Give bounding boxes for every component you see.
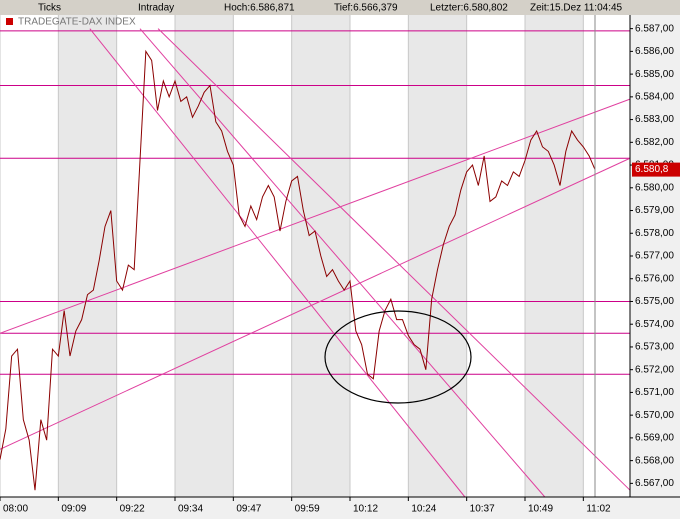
trend-line xyxy=(0,98,631,334)
header-bar xyxy=(0,0,680,15)
y-tick-label: 6.585,00 xyxy=(635,69,674,80)
y-tick-label: 6.571,00 xyxy=(635,387,674,398)
header-last: Letzter:6.580,802 xyxy=(430,3,508,14)
time-band xyxy=(175,15,234,497)
y-tick-label: 6.582,00 xyxy=(635,137,674,148)
y-tick-label: 6.576,00 xyxy=(635,273,674,284)
trend-line xyxy=(157,28,631,491)
y-axis-strip xyxy=(630,15,680,519)
x-tick-label: 09:22 xyxy=(120,504,145,515)
trend-line xyxy=(0,157,631,450)
y-tick-label: 6.587,00 xyxy=(635,23,674,34)
time-band xyxy=(525,15,584,497)
header-low: Tief:6.566,379 xyxy=(334,3,398,14)
y-tick-label: 6.573,00 xyxy=(635,342,674,353)
x-tick-label: 09:09 xyxy=(61,504,86,515)
trend-line xyxy=(139,28,546,498)
y-tick-label: 6.578,00 xyxy=(635,228,674,239)
trend-line xyxy=(89,28,466,498)
x-tick-label: 09:59 xyxy=(295,504,320,515)
y-tick-label: 6.574,00 xyxy=(635,319,674,330)
x-tick-label: 10:12 xyxy=(353,504,378,515)
time-band xyxy=(58,15,117,497)
last-price-label: 6.580,8 xyxy=(635,164,669,175)
last-price-box xyxy=(632,162,680,177)
price-line xyxy=(0,49,596,491)
y-tick-label: 6.579,00 xyxy=(635,205,674,216)
x-tick-label: 08:00 xyxy=(3,504,28,515)
x-tick-label: 11:02 xyxy=(586,504,611,515)
header-period: Intraday xyxy=(138,3,174,14)
x-tick-label: 10:24 xyxy=(411,504,436,515)
x-tick-label: 10:49 xyxy=(528,504,553,515)
y-tick-label: 6.577,00 xyxy=(635,251,674,262)
y-tick-label: 6.570,00 xyxy=(635,410,674,421)
header-high: Hoch:6.586,871 xyxy=(224,3,295,14)
y-tick-label: 6.575,00 xyxy=(635,296,674,307)
legend-label: TRADEGATE-DAX INDEX xyxy=(18,17,136,28)
y-tick-label: 6.580,00 xyxy=(635,182,674,193)
y-tick-label: 6.567,00 xyxy=(635,478,674,489)
x-tick-label: 10:37 xyxy=(470,504,495,515)
x-tick-label: 09:47 xyxy=(236,504,261,515)
y-tick-label: 6.572,00 xyxy=(635,364,674,375)
y-tick-label: 6.583,00 xyxy=(635,114,674,125)
annotation-ellipse xyxy=(324,310,472,404)
header-time: Zeit:15.Dez 11:04:45 xyxy=(530,3,623,14)
y-tick-label: 6.568,00 xyxy=(635,455,674,466)
y-tick-label: 6.586,00 xyxy=(635,46,674,57)
y-tick-label: 6.584,00 xyxy=(635,91,674,102)
x-axis-strip xyxy=(0,497,680,519)
y-tick-label: 6.569,00 xyxy=(635,433,674,444)
bands xyxy=(0,15,584,497)
header-ticks: Ticks xyxy=(38,3,61,14)
x-tick-label: 09:34 xyxy=(178,504,203,515)
time-band xyxy=(408,15,467,497)
legend-swatch xyxy=(6,18,13,25)
